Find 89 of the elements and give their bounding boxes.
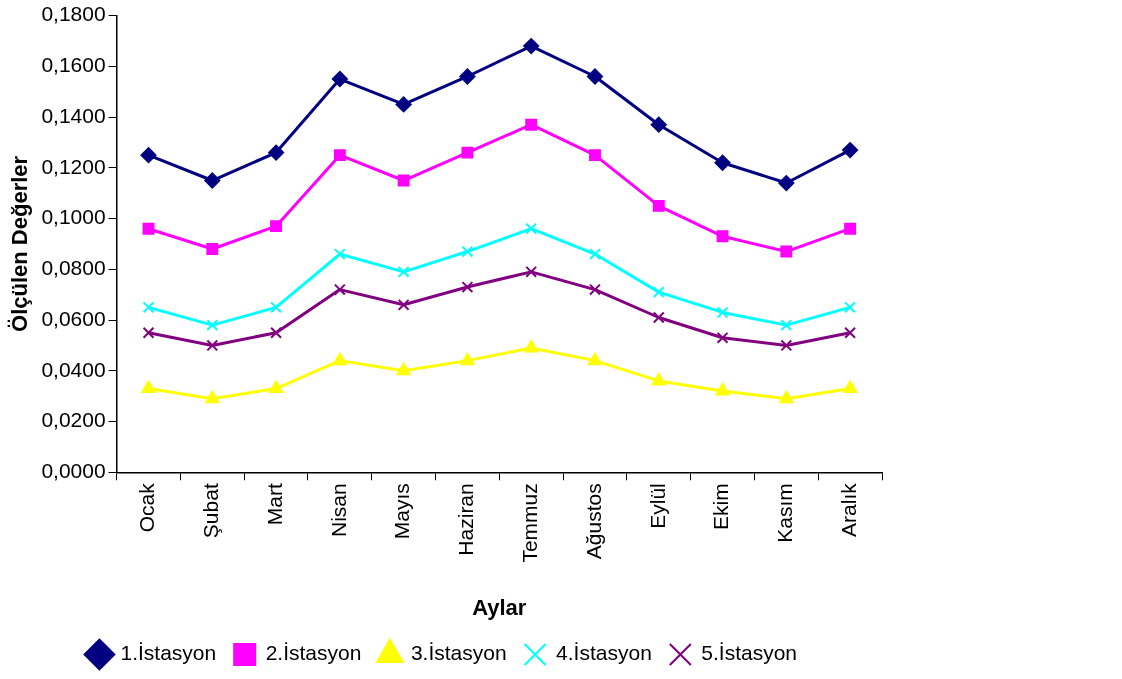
- point: [652, 286, 665, 299]
- y-tick-label: 0,1400: [41, 103, 106, 127]
- point: [142, 301, 155, 314]
- point: [844, 326, 857, 339]
- point: [397, 265, 410, 278]
- x-tick-label: Mart: [262, 483, 286, 526]
- point: [333, 248, 346, 261]
- x-tick-label: Eylül: [645, 483, 669, 529]
- y-tick-label: 0,0400: [41, 357, 106, 381]
- point: [270, 220, 283, 233]
- point: [396, 362, 411, 376]
- point: [716, 306, 729, 319]
- legend-label: 4.İstasyon: [556, 641, 652, 665]
- x-tick-label: Ocak: [135, 482, 159, 533]
- x-tick-label: Kasım: [773, 483, 797, 543]
- point: [589, 248, 601, 261]
- point: [842, 142, 859, 159]
- point: [331, 71, 348, 88]
- point: [589, 283, 601, 296]
- point: [714, 154, 731, 171]
- point: [651, 372, 666, 386]
- point: [459, 68, 476, 85]
- point: [206, 319, 219, 332]
- x-tick-label: Temmuz: [518, 483, 541, 563]
- point: [524, 339, 539, 353]
- point: [460, 352, 475, 366]
- x-tick-label: Ağustos: [581, 483, 605, 560]
- point: [779, 390, 794, 404]
- y-tick-label: 0,0800: [41, 256, 106, 280]
- y-tick-label: 0,0200: [41, 408, 106, 432]
- legend-label: 5.İstasyon: [701, 641, 798, 665]
- point: [716, 331, 729, 344]
- point: [141, 380, 156, 394]
- point: [270, 326, 283, 339]
- point: [397, 174, 410, 187]
- y-tick-label: 0,0000: [41, 459, 106, 483]
- y-tick-label: 0,0600: [41, 306, 106, 330]
- point: [332, 352, 347, 366]
- x-tick-label: Haziran: [454, 483, 478, 556]
- point: [268, 144, 285, 161]
- legend-label: 1.İstasyon: [120, 641, 217, 665]
- point: [461, 146, 474, 159]
- point: [650, 116, 667, 133]
- point: [589, 149, 601, 162]
- point: [778, 175, 795, 192]
- y-tick-label: 0,1200: [41, 154, 106, 178]
- point: [461, 245, 474, 258]
- point: [586, 68, 603, 85]
- point: [780, 319, 793, 332]
- point: [397, 298, 410, 311]
- point: [652, 311, 665, 324]
- point: [206, 339, 219, 352]
- y-tick-label: 0,1600: [41, 53, 106, 77]
- point: [204, 172, 221, 189]
- point: [780, 339, 793, 352]
- y-tick-label: 0,1800: [41, 2, 106, 26]
- point: [525, 118, 538, 131]
- point: [844, 222, 857, 235]
- point: [525, 265, 538, 278]
- legend-label: 3.İstasyon: [410, 641, 507, 665]
- legend-label: 2.İstasyon: [265, 641, 362, 665]
- point: [843, 380, 858, 394]
- point: [652, 199, 665, 212]
- point: [333, 283, 346, 296]
- point: [461, 281, 474, 294]
- point: [269, 380, 284, 394]
- x-tick-label: Şubat: [199, 483, 223, 539]
- x-tick-label: Ekim: [709, 483, 733, 530]
- point: [525, 222, 538, 235]
- point: [587, 352, 603, 366]
- point: [140, 147, 157, 164]
- y-axis-title: Ölçülen Değerler: [7, 155, 33, 332]
- point: [715, 383, 730, 396]
- x-tick-label: Aralık: [836, 482, 860, 537]
- point: [270, 301, 283, 314]
- x-tick-label: Mayıs: [390, 483, 414, 540]
- point: [523, 38, 540, 55]
- point: [142, 326, 155, 339]
- point: [780, 245, 793, 258]
- point: [333, 149, 346, 162]
- point: [716, 230, 729, 243]
- x-tick-label: Nisan: [326, 483, 350, 537]
- point: [395, 96, 412, 113]
- x-axis-title: Aylar: [472, 594, 527, 620]
- point: [206, 243, 219, 255]
- point: [844, 301, 857, 314]
- point: [205, 390, 220, 404]
- point: [142, 222, 155, 235]
- y-tick-label: 0,1000: [41, 205, 106, 229]
